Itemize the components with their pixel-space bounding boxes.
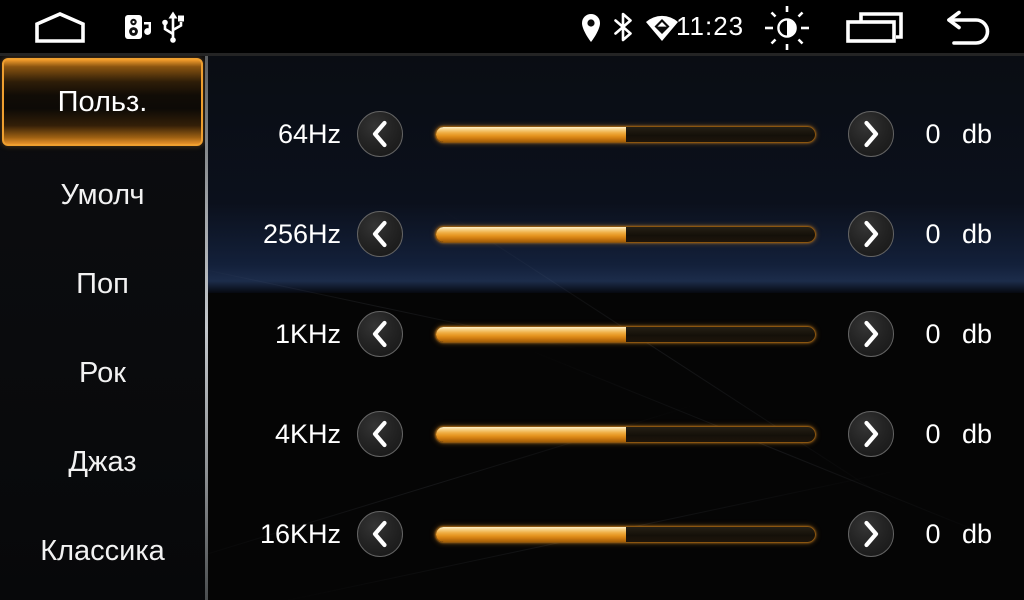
band-level-slider[interactable]: [435, 525, 816, 543]
eq-band-row: 16KHz 0 db: [208, 484, 1024, 584]
band-value: 0: [925, 218, 941, 249]
preset-label: Джаз: [68, 446, 137, 478]
band-unit-label: db: [962, 218, 993, 249]
slider-fill: [436, 126, 626, 142]
band-frequency-label: 1KHz: [274, 318, 341, 349]
band-unit-label: db: [962, 418, 993, 449]
slider-fill: [436, 226, 626, 242]
sidebar-item-6[interactable]: Классика: [0, 507, 205, 596]
band-value: 0: [925, 418, 941, 449]
status-clock: 11:23: [676, 11, 745, 41]
decrease-button[interactable]: [357, 511, 403, 557]
band-unit-label: db: [962, 118, 993, 149]
band-level-slider[interactable]: [435, 225, 816, 243]
preset-label: Рок: [79, 357, 126, 389]
band-frequency-label: 256Hz: [262, 218, 341, 249]
slider-fill: [436, 326, 626, 342]
preset-label: Классика: [40, 535, 165, 567]
band-unit-label: db: [962, 518, 993, 549]
band-frequency-label: 16KHz: [259, 518, 341, 549]
slider-fill: [436, 526, 626, 542]
decrease-button[interactable]: [357, 311, 403, 357]
sidebar-divider: [205, 56, 208, 600]
recents-icon[interactable]: [843, 10, 907, 46]
sidebar-item-4[interactable]: Рок: [0, 329, 205, 418]
band-value: 0: [925, 318, 941, 349]
background-band: [208, 56, 1024, 293]
eq-band-row: 64Hz 0 db: [208, 84, 1024, 184]
decrease-button[interactable]: [357, 411, 403, 457]
eq-band-row: 1KHz 0 db: [208, 284, 1024, 384]
band-list: 64Hz 0 db 256Hz: [208, 56, 1024, 600]
back-icon[interactable]: [936, 10, 996, 46]
location-icon: [581, 13, 601, 43]
decrease-button[interactable]: [357, 111, 403, 157]
band-unit-label: db: [962, 318, 993, 349]
preset-label: Польз.: [57, 85, 148, 118]
home-icon[interactable]: [32, 11, 88, 43]
increase-button[interactable]: [848, 111, 894, 157]
eq-band-row: 256Hz 0 db: [208, 184, 1024, 284]
band-value: 0: [925, 518, 941, 549]
band-level-slider[interactable]: [435, 125, 816, 143]
sidebar-item-1[interactable]: Польз.: [2, 58, 203, 146]
band-frequency-label: 64Hz: [277, 118, 341, 149]
increase-button[interactable]: [848, 511, 894, 557]
preset-sidebar: Польз. Умолч Поп Рок Джаз Классика: [0, 56, 205, 600]
sidebar-item-2[interactable]: Умолч: [0, 151, 205, 240]
increase-button[interactable]: [848, 311, 894, 357]
increase-button[interactable]: [848, 411, 894, 457]
bluetooth-icon: [612, 12, 634, 42]
preset-label: Поп: [76, 268, 129, 300]
band-value: 0: [925, 118, 941, 149]
usb-icon: [160, 11, 186, 43]
preset-list: Польз. Умолч Поп Рок Джаз Классика: [0, 56, 205, 596]
brightness-icon[interactable]: [761, 3, 813, 53]
decrease-button[interactable]: [357, 211, 403, 257]
slider-fill: [436, 426, 626, 442]
status-bar: 11:23: [0, 0, 1024, 56]
preset-label: Умолч: [60, 179, 145, 211]
sidebar-item-3[interactable]: Поп: [0, 240, 205, 329]
band-level-slider[interactable]: [435, 325, 816, 343]
increase-button[interactable]: [848, 211, 894, 257]
band-level-slider[interactable]: [435, 425, 816, 443]
band-frequency-label: 4KHz: [274, 418, 341, 449]
sidebar-item-5[interactable]: Джаз: [0, 418, 205, 507]
wifi-icon: [645, 13, 679, 41]
equalizer-panel: 64Hz 0 db 256Hz: [160, 56, 1024, 600]
eq-band-row: 4KHz 0 db: [208, 384, 1024, 484]
audio-icon: [124, 14, 154, 40]
